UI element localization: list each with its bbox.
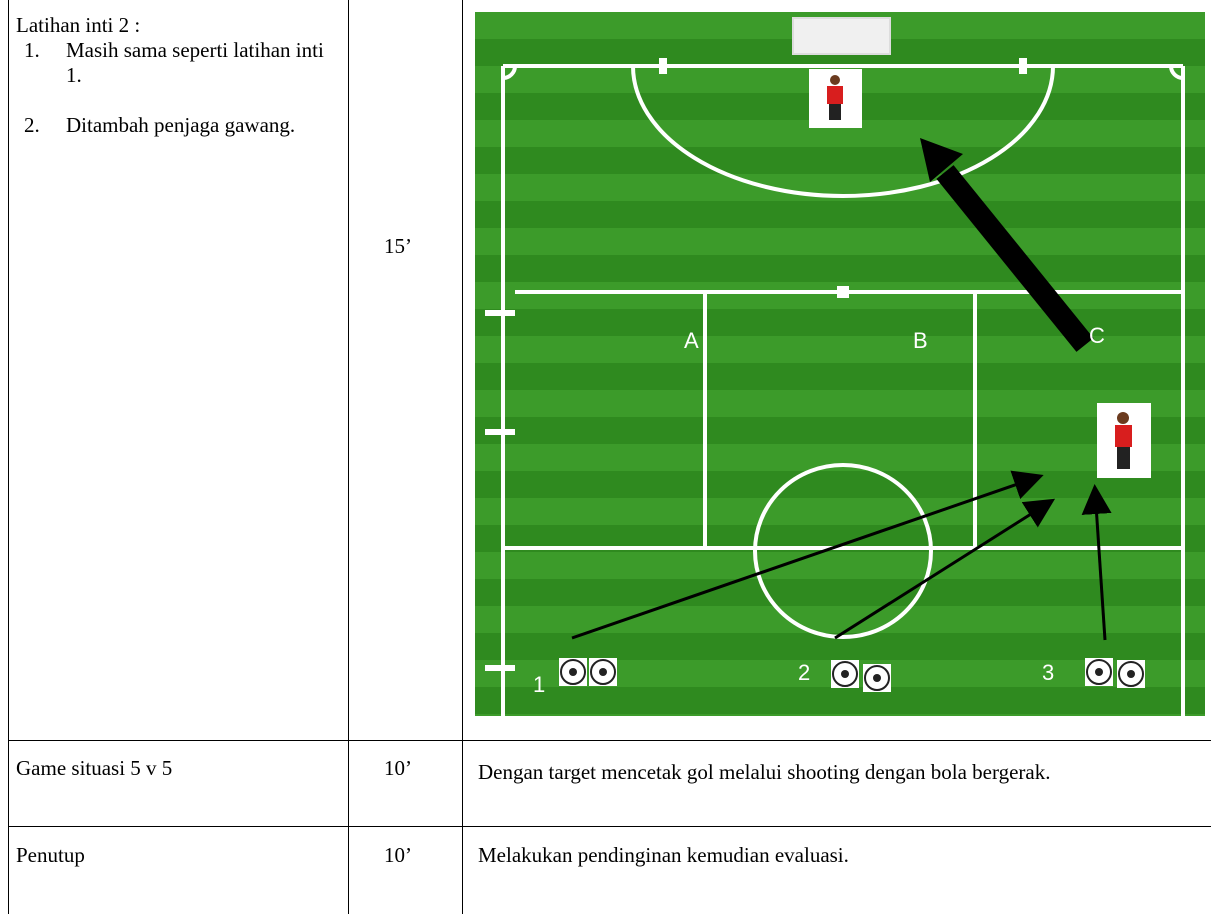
stripe — [475, 579, 1205, 606]
stripe — [475, 147, 1205, 174]
ball-patch — [873, 674, 881, 682]
zone-label: A — [684, 328, 699, 353]
station-label: 3 — [1042, 660, 1054, 685]
station-label: 1 — [533, 672, 545, 697]
station-label: 2 — [798, 660, 810, 685]
ball-patch — [1127, 670, 1135, 678]
list-item: Ditambah penjaga gawang. — [66, 113, 296, 137]
border — [462, 0, 463, 914]
stripe — [475, 714, 1205, 716]
stripe — [475, 417, 1205, 444]
activity-title: Game situasi 5 v 5 — [16, 756, 173, 780]
time: 15’ — [384, 234, 412, 258]
zone-label: C — [1089, 323, 1105, 348]
description: Melakukan pendinginan kemudian evaluasi. — [478, 843, 849, 867]
ball-patch — [569, 668, 577, 676]
zone-label: B — [913, 328, 928, 353]
ball-patch — [599, 668, 607, 676]
stripe — [475, 390, 1205, 417]
list-number: 1. — [24, 38, 40, 62]
stripe — [475, 552, 1205, 579]
field-lines — [485, 17, 1185, 716]
activity-title: Latihan inti 2 : — [16, 13, 141, 37]
border — [8, 0, 9, 914]
time: 10’ — [384, 843, 412, 867]
description: Dengan target mencetak gol melalui shoot… — [478, 760, 1051, 784]
ball-patch — [841, 670, 849, 678]
stripe — [475, 687, 1205, 714]
stripe — [475, 201, 1205, 228]
stripe — [475, 255, 1205, 282]
border — [8, 826, 1211, 827]
stripe — [475, 606, 1205, 633]
balls — [559, 658, 1145, 692]
time: 10’ — [384, 756, 412, 780]
field-diagram: A B C 1 2 3 — [475, 12, 1205, 716]
activity-title: Penutup — [16, 843, 85, 867]
border — [348, 0, 349, 914]
list-number: 2. — [24, 113, 40, 137]
list-item: Masih sama seperti latihan inti 1. — [66, 38, 324, 87]
ball-patch — [1095, 668, 1103, 676]
grass — [475, 12, 1205, 716]
players — [809, 69, 1151, 478]
border — [8, 740, 1211, 741]
stripe — [475, 363, 1205, 390]
arrows — [571, 138, 1112, 641]
stripe — [475, 228, 1205, 255]
